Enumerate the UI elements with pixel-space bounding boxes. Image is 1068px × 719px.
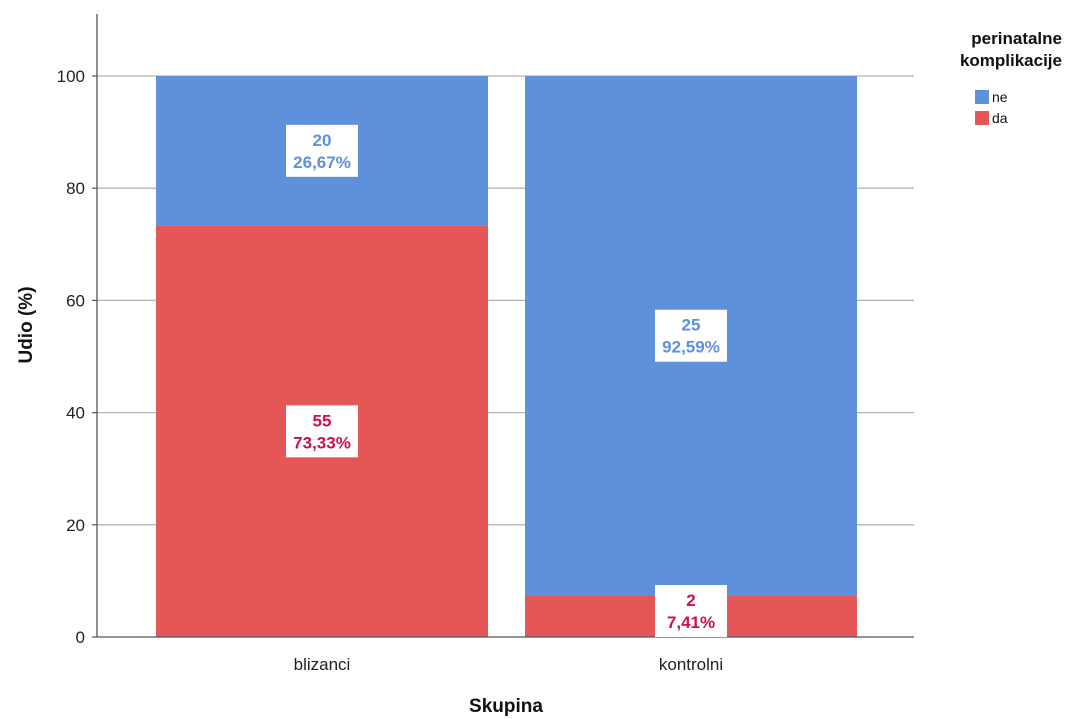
x-axis-title: Skupina — [469, 696, 543, 717]
legend-label-ne: ne — [992, 89, 1008, 105]
data-label-box — [655, 585, 727, 637]
y-tick-label: 60 — [66, 291, 85, 310]
data-label-box — [286, 124, 358, 177]
legend: perinatalne komplikacije ne da — [960, 29, 1062, 126]
y-axis-title: Udio (%) — [16, 286, 37, 363]
y-tick-label: 80 — [66, 179, 85, 198]
legend-label-da: da — [992, 110, 1008, 126]
data-label-percent: 7,41% — [667, 613, 715, 632]
data-label-percent: 73,33% — [293, 433, 351, 452]
data-label-percent: 92,59% — [662, 338, 720, 357]
axes — [96, 14, 914, 638]
legend-swatch-da — [975, 111, 989, 125]
data-label-count: 2 — [686, 591, 695, 610]
data-label-box — [655, 309, 727, 362]
data-labels: 55 73,33% 20 26,67% 2 7,41% 25 92,59% — [286, 124, 727, 637]
y-tick-label: 40 — [66, 404, 85, 423]
legend-title-line-2: komplikacije — [960, 51, 1062, 70]
data-label-count: 55 — [313, 411, 332, 430]
legend-swatch-ne — [975, 90, 989, 104]
x-tick-label: kontrolni — [659, 655, 723, 674]
bars — [156, 76, 857, 637]
y-tick-label: 20 — [66, 516, 85, 535]
data-label-box — [286, 405, 358, 458]
data-label-count: 25 — [682, 316, 701, 335]
data-label-count: 20 — [313, 131, 332, 150]
y-tick-label: 100 — [57, 67, 85, 86]
y-tick-label: 0 — [76, 628, 85, 647]
ticks: 0 20 40 60 80 100 blizanci kontrolni — [57, 67, 724, 674]
data-label-percent: 26,67% — [293, 153, 351, 172]
x-tick-label: blizanci — [294, 655, 351, 674]
legend-title-line-1: perinatalne — [971, 29, 1062, 48]
